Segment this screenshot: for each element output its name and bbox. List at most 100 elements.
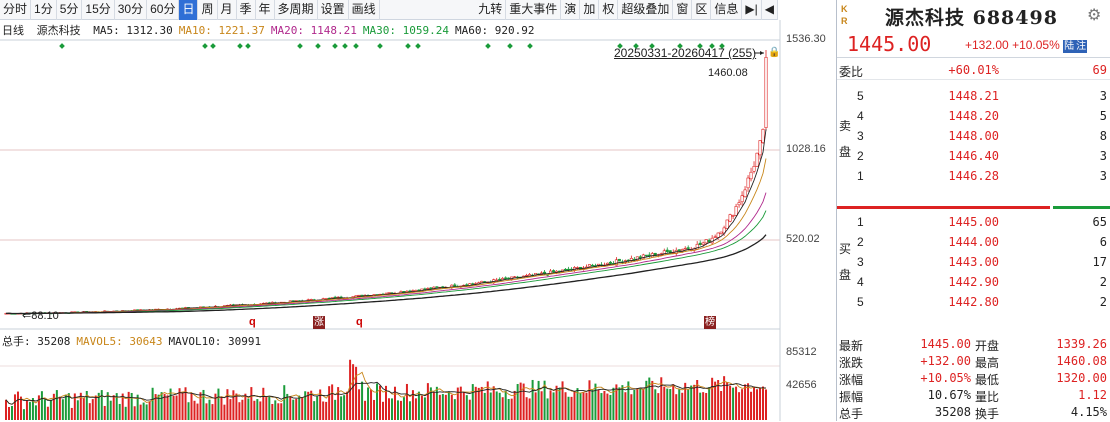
vol-legend-item: MAVOL10: 30991 [168,335,262,348]
candle-body [761,128,765,143]
tool-button[interactable]: 加 [580,0,600,20]
candle-body [641,254,645,259]
order-ratio-count: 69 [1092,63,1107,77]
axis-price-low: 520.02 [786,233,820,245]
volume-bar [480,386,483,420]
stat-label: 振幅 [839,390,864,404]
axis-price-mid: 1028.16 [786,143,826,155]
tool-button[interactable]: 超级叠加 [618,0,674,20]
buys-row[interactable]: 1 1445.00 65 [837,212,1110,232]
volume-bar [732,387,735,420]
period-tab[interactable]: 月 [218,0,237,20]
volume-bar [735,386,738,420]
volume-bar [546,398,549,420]
volume-bar [211,404,214,420]
volume-bar [552,392,555,420]
period-tab[interactable]: 60分 [147,0,180,20]
volume-bar [181,391,184,420]
settings-gear-icon[interactable]: ⚙ [1087,7,1102,24]
limit-up-marker[interactable]: 涨 [313,316,325,329]
sells-row[interactable]: 2 1446.40 3 [837,146,1110,166]
candle-body [680,249,684,252]
volume-bar [654,389,657,420]
period-tab[interactable]: 年 [256,0,275,20]
period-tab[interactable]: 周 [198,0,218,20]
period-tab[interactable]: 季 [237,0,256,20]
event-marker[interactable]: q [249,316,256,328]
kline-svg[interactable] [0,20,836,421]
volume-bar [262,387,265,420]
volume-bar [459,386,462,420]
period-tab[interactable]: 5分 [57,0,83,20]
volume-bar [675,394,678,420]
buys-row[interactable]: 5 1442.80 2 [837,292,1110,312]
period-tab[interactable]: 多周期 [275,0,318,20]
volume-bar [175,395,178,420]
stat-value: 4.15% [1070,405,1107,419]
volume-bar [423,397,426,420]
sells-row[interactable]: 4 1448.20 5 [837,106,1110,126]
volume-bar [304,391,307,420]
period-tab[interactable]: 1分 [31,0,57,20]
period-tab[interactable]: 画线 [349,0,380,20]
stat-label: 开盘 [975,339,1000,353]
volume-bar [672,384,675,420]
period-tab[interactable]: 设置 [318,0,349,20]
stat-label: 量比 [975,390,1000,404]
note-tag[interactable]: 注 [1075,40,1088,53]
lock-icon[interactable]: 🔒 [768,47,781,58]
buys-row[interactable]: 3 1443.00 17 [837,252,1110,272]
volume-bar [609,394,612,420]
volume-bar [477,387,480,420]
volume-bar [253,400,256,420]
event-marker[interactable]: q [356,316,363,328]
tool-button[interactable]: ◀ [762,0,778,20]
candle-body [426,288,430,290]
sells-row[interactable]: 5 1448.21 3 [837,86,1110,106]
period-tab[interactable]: 日 [179,0,199,20]
volume-bar [708,387,711,420]
candle-body [471,283,475,285]
volume-bar [414,398,417,420]
buys-row[interactable]: 2 1444.00 6 [837,232,1110,252]
connect-tag[interactable]: 陆 [1063,40,1076,53]
period-tab[interactable]: 15分 [82,0,115,20]
volume-bar [558,388,561,420]
volume-bar [408,401,411,420]
volume-bar [91,399,94,420]
tool-button[interactable]: 信息 [711,0,743,20]
tool-button[interactable]: ▶| [742,0,762,20]
kline-chart[interactable]: 日线 源杰科技 MA5: 1312.30 MA10: 1221.37 MA20: 1… [0,20,836,421]
sells-row[interactable]: 3 1448.00 8 [837,126,1110,146]
book-volume: 65 [1092,215,1107,229]
stat-value: 1339.26 [1056,337,1107,351]
tool-button[interactable]: 区 [692,0,712,20]
tool-button[interactable]: 九转 [475,0,507,20]
book-volume: 6 [1099,235,1107,249]
candle-body [755,152,759,167]
volume-bar [298,395,301,420]
tool-button[interactable]: 重大事件 [506,0,562,20]
buys-row[interactable]: 4 1442.90 2 [837,272,1110,292]
period-tab[interactable]: 30分 [115,0,148,20]
candle-body [743,189,747,198]
book-volume: 5 [1099,109,1107,123]
volume-bar [115,393,118,420]
range-label[interactable]: 20250331-20260417 (255) [614,46,757,60]
rank-marker[interactable]: 榜 [704,316,716,329]
volume-bar [390,398,393,420]
candle-body [698,242,702,245]
volume-bar [711,377,714,420]
volume-bar [247,398,250,420]
tool-button[interactable]: 窗 [673,0,693,20]
tool-button[interactable]: 权 [599,0,619,20]
volume-bar [525,397,528,420]
tool-button[interactable]: 演 [561,0,581,20]
tool-buttons: 九转 重大事件演加权超级叠加窗区信息 ▶| ◀ [475,0,778,20]
volume-bar [393,386,396,420]
period-tab[interactable]: 分时 [0,0,32,20]
volume-bar [7,407,10,420]
sells-row[interactable]: 1 1446.28 3 [837,166,1110,186]
volume-bar [387,398,390,420]
